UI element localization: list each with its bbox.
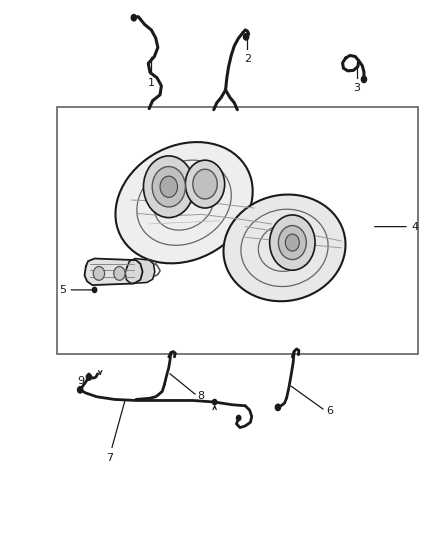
Circle shape xyxy=(193,169,217,199)
Circle shape xyxy=(86,374,92,380)
Polygon shape xyxy=(85,259,143,285)
Circle shape xyxy=(160,176,177,197)
Text: 9: 9 xyxy=(77,376,84,386)
Text: 1: 1 xyxy=(148,78,155,88)
Text: 6: 6 xyxy=(326,406,333,416)
Text: 7: 7 xyxy=(106,453,113,463)
Circle shape xyxy=(78,386,83,393)
Circle shape xyxy=(361,76,367,83)
Bar xyxy=(57,107,418,354)
Text: 8: 8 xyxy=(197,391,204,401)
Circle shape xyxy=(185,160,225,208)
Circle shape xyxy=(152,166,185,207)
Circle shape xyxy=(131,14,137,21)
Circle shape xyxy=(279,225,306,260)
Circle shape xyxy=(270,215,315,270)
Circle shape xyxy=(286,234,299,251)
Text: 2: 2 xyxy=(244,54,251,64)
Text: 5: 5 xyxy=(60,285,67,295)
Circle shape xyxy=(276,404,281,410)
Circle shape xyxy=(212,399,217,405)
Circle shape xyxy=(114,266,125,280)
Circle shape xyxy=(92,287,97,293)
Polygon shape xyxy=(125,259,155,284)
Text: 4: 4 xyxy=(412,222,419,232)
Circle shape xyxy=(93,266,105,280)
Ellipse shape xyxy=(223,195,346,301)
Ellipse shape xyxy=(116,142,253,263)
Circle shape xyxy=(237,415,241,421)
Circle shape xyxy=(244,34,249,40)
Text: 3: 3 xyxy=(353,83,360,93)
Circle shape xyxy=(144,156,194,217)
